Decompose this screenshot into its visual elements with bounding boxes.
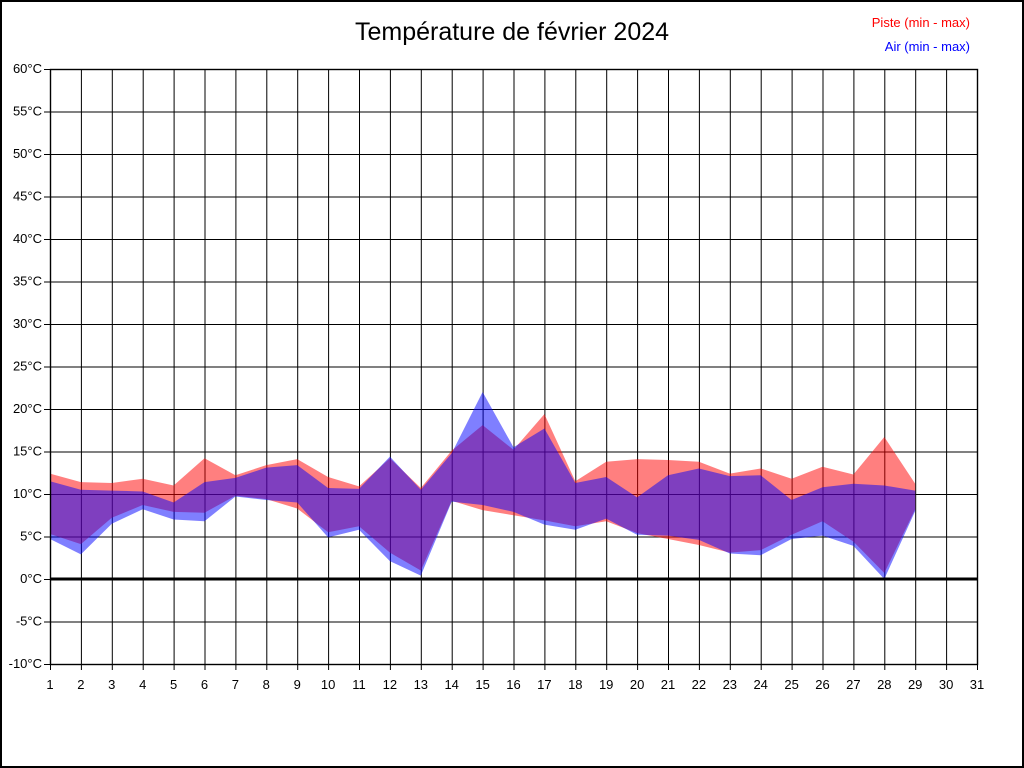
legend-item-piste: Piste (min - max) <box>871 15 970 30</box>
x-tick-label: 22 <box>692 677 706 692</box>
y-tick-label: 0°C <box>20 571 42 586</box>
x-tick-label: 29 <box>908 677 922 692</box>
x-tick-label: 5 <box>170 677 177 692</box>
y-tick-label: 60°C <box>13 61 42 76</box>
x-tick-label: 18 <box>568 677 582 692</box>
x-tick-label: 12 <box>383 677 397 692</box>
y-tick-label: 10°C <box>13 486 42 501</box>
x-tick-label: 13 <box>414 677 428 692</box>
x-tick-label: 25 <box>784 677 798 692</box>
x-tick-label: 16 <box>506 677 520 692</box>
x-tick-label: 11 <box>352 677 366 692</box>
x-tick-label: 27 <box>846 677 860 692</box>
y-tick-label: 35°C <box>13 274 42 289</box>
x-tick-label: 31 <box>970 677 984 692</box>
x-tick-label: 15 <box>475 677 489 692</box>
y-tick-label: -10°C <box>9 656 42 671</box>
x-tick-label: 7 <box>232 677 239 692</box>
x-tick-label: 3 <box>108 677 115 692</box>
x-tick-label: 19 <box>599 677 613 692</box>
chart-legend: Piste (min - max) Air (min - max) <box>872 11 970 59</box>
y-tick-label: 30°C <box>13 316 42 331</box>
x-tick-label: 2 <box>77 677 84 692</box>
y-tick-label: 15°C <box>13 444 42 459</box>
x-tick-label: 1 <box>46 677 53 692</box>
legend-item-air: Air (min - max) <box>884 39 970 54</box>
y-tick-label: 55°C <box>13 104 42 119</box>
x-tick-label: 20 <box>630 677 644 692</box>
x-tick-label: 8 <box>263 677 270 692</box>
y-tick-label: 40°C <box>13 231 42 246</box>
y-axis-labels: 60°C 55°C 50°C 45°C 40°C 35°C 30°C 25°C 20°C 15°C… <box>9 61 42 671</box>
y-tick-label: 20°C <box>13 401 42 416</box>
y-tick-label: 25°C <box>13 359 42 374</box>
x-tick-label: 10 <box>321 677 335 692</box>
x-tick-label: 26 <box>815 677 829 692</box>
air-band <box>50 392 916 579</box>
y-tick-label: 5°C <box>20 529 42 544</box>
x-tick-label: 6 <box>201 677 208 692</box>
x-tick-label: 30 <box>939 677 953 692</box>
x-tick-label: 24 <box>753 677 767 692</box>
chart-title: Température de février 2024 <box>354 18 670 46</box>
y-tick-label: 45°C <box>13 189 42 204</box>
grid-lines <box>50 69 978 665</box>
x-tick-label: 21 <box>661 677 675 692</box>
x-tick-label: 23 <box>723 677 737 692</box>
y-tick-label: 50°C <box>13 146 42 161</box>
x-tick-label: 4 <box>139 677 146 692</box>
plot-border <box>49 68 979 666</box>
x-tick-label: 17 <box>537 677 551 692</box>
x-axis-labels: 1 2 3 4 5 6 7 8 9 10 11 12 13 14 15 16 17 18 19 20 21 22 23 24 2… <box>46 677 984 692</box>
x-tick-label: 9 <box>294 677 301 692</box>
y-tick-label: -5°C <box>16 614 42 629</box>
x-tick-label: 14 <box>444 677 458 692</box>
x-tick-label: 28 <box>877 677 891 692</box>
